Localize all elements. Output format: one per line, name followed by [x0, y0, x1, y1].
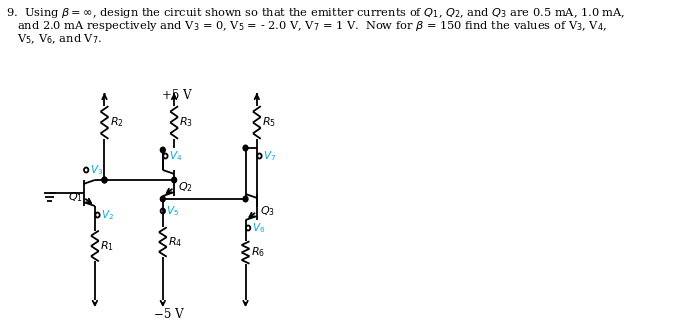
Text: V$_5$, V$_6$, and V$_7$.: V$_5$, V$_6$, and V$_7$. — [17, 32, 103, 46]
Circle shape — [160, 196, 165, 202]
Text: $V_2$: $V_2$ — [101, 208, 114, 222]
Text: $R_6$: $R_6$ — [251, 246, 265, 259]
Text: $R_4$: $R_4$ — [168, 235, 182, 249]
Text: $Q_3$: $Q_3$ — [261, 204, 275, 218]
Text: $R_2$: $R_2$ — [110, 116, 124, 129]
Text: −5 V: −5 V — [154, 308, 184, 321]
Circle shape — [171, 177, 177, 183]
Circle shape — [102, 177, 107, 183]
Circle shape — [102, 177, 107, 183]
Text: $R_3$: $R_3$ — [180, 116, 193, 129]
Text: $Q_1$: $Q_1$ — [68, 190, 83, 204]
Text: $Q_2$: $Q_2$ — [178, 180, 193, 194]
Text: $V_7$: $V_7$ — [263, 149, 276, 163]
Circle shape — [243, 196, 248, 202]
Text: and 2.0 mA respectively and V$_3$ = 0, V$_5$ = - 2.0 V, V$_7$ = 1 V.  Now for $\: and 2.0 mA respectively and V$_3$ = 0, V… — [17, 19, 607, 33]
Text: $V_6$: $V_6$ — [252, 221, 265, 235]
Circle shape — [243, 145, 248, 151]
Text: 9.  Using $\beta=\infty$, design the circuit shown so that the emitter currents : 9. Using $\beta=\infty$, design the circ… — [6, 6, 625, 20]
Text: $V_4$: $V_4$ — [169, 149, 182, 163]
Text: $V_5$: $V_5$ — [167, 204, 180, 218]
Text: $R_5$: $R_5$ — [262, 116, 276, 129]
Text: $R_1$: $R_1$ — [100, 239, 114, 253]
Text: +5 V: +5 V — [162, 89, 191, 102]
Text: $V_3$: $V_3$ — [90, 163, 103, 177]
Circle shape — [160, 147, 165, 153]
